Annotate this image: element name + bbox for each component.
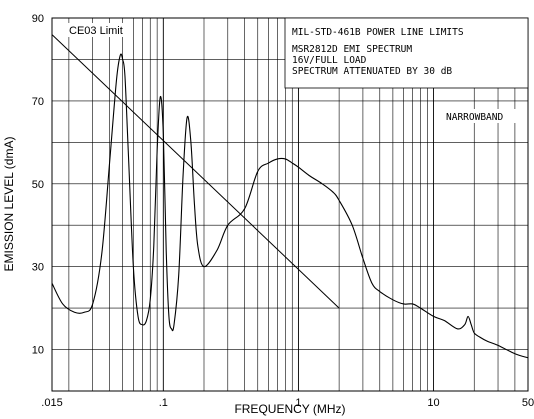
y-tick-label: 30 bbox=[32, 262, 44, 274]
narrowband-label: NARROWBAND bbox=[446, 112, 503, 123]
y-axis-title: EMISSION LEVEL (dmA) bbox=[2, 137, 16, 272]
info-box-line-4: SPECTRUM ATTENUATED BY 30 dB bbox=[292, 66, 452, 77]
ce03-limit-label-group: CE03 Limit bbox=[66, 23, 126, 37]
y-tick-label: 10 bbox=[32, 345, 44, 357]
y-tick-labels: 10 30 50 70 90 bbox=[32, 13, 44, 357]
x-tick-label: 10 bbox=[427, 397, 439, 409]
y-tick-label: 90 bbox=[32, 13, 44, 25]
x-axis-title: FREQUENCY (MHz) bbox=[234, 402, 345, 416]
info-box-frame bbox=[284, 17, 529, 89]
x-tick-label: .1 bbox=[159, 397, 168, 409]
x-tick-label: 50 bbox=[522, 397, 534, 409]
emission-spectrum-line bbox=[51, 53, 529, 359]
narrowband-label-bg bbox=[442, 109, 522, 123]
narrowband-label-group: NARROWBAND bbox=[442, 109, 522, 123]
x-tick-labels: .015 .1 1 10 50 bbox=[41, 397, 534, 409]
x-tick-label: .015 bbox=[41, 397, 62, 409]
series-layer bbox=[51, 34, 529, 359]
grid-lines bbox=[52, 18, 528, 391]
info-box-line-2: MSR2812D EMI SPECTRUM bbox=[292, 44, 412, 55]
ce03-limit-line bbox=[51, 34, 340, 309]
ce03-limit-label: CE03 Limit bbox=[69, 25, 123, 37]
ce03-limit-label-bg bbox=[66, 23, 126, 37]
y-tick-label: 70 bbox=[32, 96, 44, 108]
info-box-line-3: 16V/FULL LOAD bbox=[292, 55, 367, 66]
info-box-line-1: MIL-STD-461B POWER LINE LIMITS bbox=[292, 27, 464, 38]
x-tick-label: 1 bbox=[295, 397, 301, 409]
y-tick-label: 50 bbox=[32, 179, 44, 191]
info-box: MIL-STD-461B POWER LINE LIMITS MSR2812D … bbox=[284, 17, 529, 89]
